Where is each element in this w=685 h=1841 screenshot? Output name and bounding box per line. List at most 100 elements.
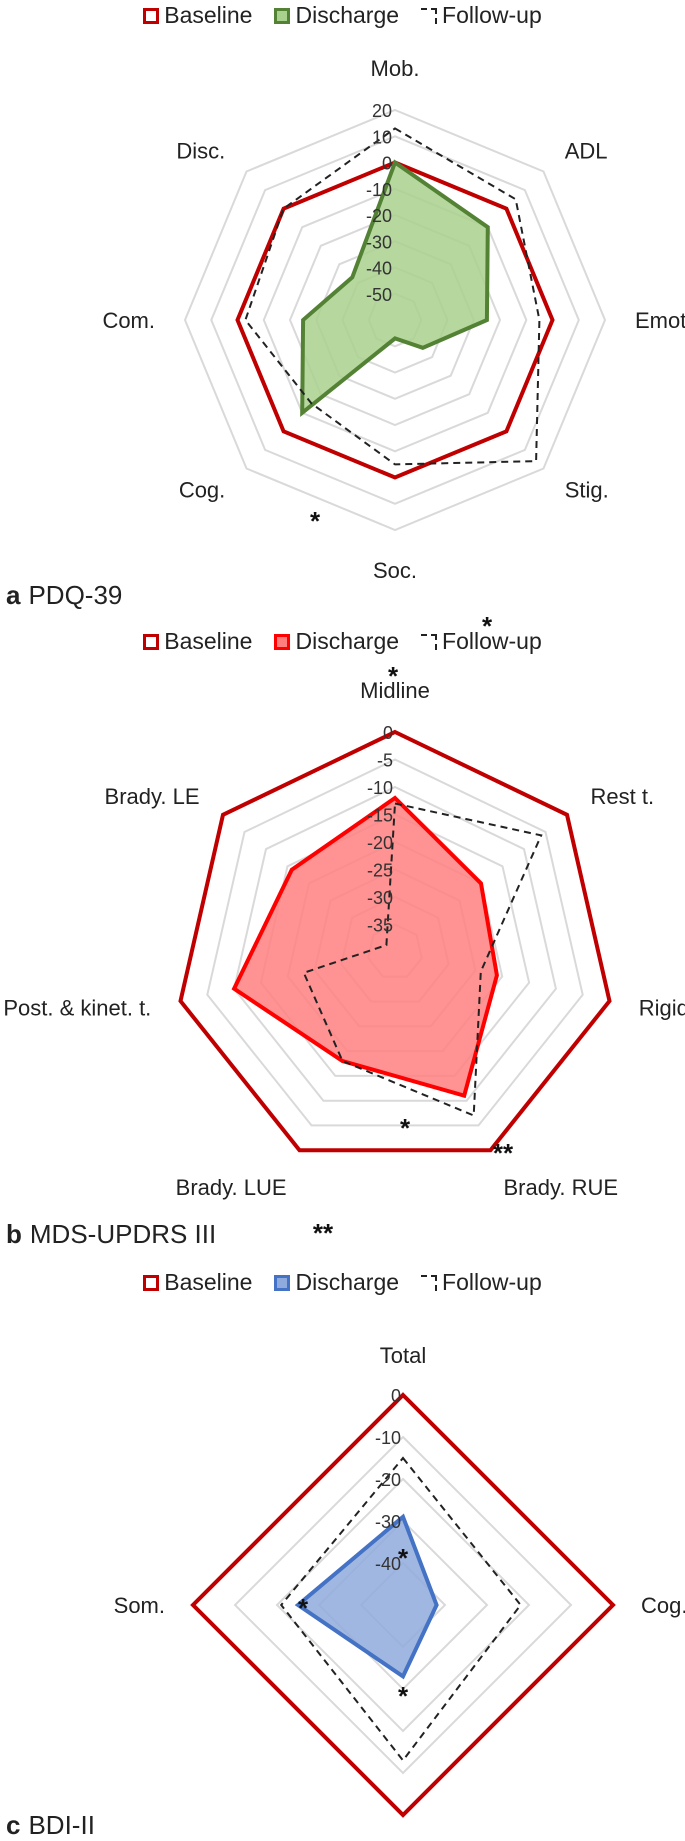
series-baseline xyxy=(235,160,555,480)
chart-title: MDS-UPDRS III xyxy=(29,1219,217,1249)
axis-label: Rigidity xyxy=(639,996,685,1021)
axis-label: Rest t. xyxy=(591,784,655,809)
series-discharge xyxy=(294,1513,439,1680)
chart-title: PDQ-39 xyxy=(28,580,123,610)
legend-discharge: Discharge xyxy=(274,628,399,655)
panel-letter: c xyxy=(6,1810,21,1840)
grid-ring xyxy=(233,785,557,1102)
grid-ring xyxy=(262,187,528,453)
chart-title: BDI-II xyxy=(28,1810,95,1840)
legend-discharge-label: Discharge xyxy=(295,628,400,654)
tick-label: -35 xyxy=(367,916,393,936)
tick-label: -10 xyxy=(366,180,392,200)
significance-mark: * xyxy=(400,1113,411,1143)
tick-label: -40 xyxy=(366,259,392,279)
axis-label: Cog. xyxy=(641,1593,685,1618)
legend-baseline-label: Baseline xyxy=(164,2,253,28)
legend: Baseline Discharge Follow-up xyxy=(0,2,685,29)
tick-label: 20 xyxy=(372,101,392,121)
significance-mark: ** xyxy=(313,1218,334,1248)
legend-baseline-label: Baseline xyxy=(164,1269,253,1295)
grid-ring xyxy=(233,1435,573,1775)
tick-label: 0 xyxy=(382,154,392,174)
panel-letter: a xyxy=(6,580,21,610)
panel-caption: c BDI-II xyxy=(6,1810,95,1841)
radar-chart-mds-updrs: 0 -5 -10 -15 -20 -25 -30 -35 Midline Rest t. Rigid… xyxy=(3,678,685,1248)
axis-label: Soc. xyxy=(373,558,417,583)
axis-label: Post. & kinet. t. xyxy=(3,996,151,1021)
panel-caption: a PDQ-39 xyxy=(6,580,122,611)
axis-label: Mob. xyxy=(371,56,420,81)
legend: Baseline Discharge Follow-up xyxy=(0,628,685,655)
series-baseline xyxy=(178,729,612,1153)
panel-a: Baseline Discharge Follow-up 20 10 0 -10 -20… xyxy=(0,0,685,691)
axis-label: Midline xyxy=(360,678,430,703)
axis-label: Som. xyxy=(114,1593,165,1618)
axis-label: Com. xyxy=(102,308,155,333)
axis-label: Total xyxy=(380,1343,426,1368)
radar-chart-pdq39: 20 10 0 -10 -20 -30 -40 -50 Mob. ADL Emot. Stig. Soc… xyxy=(102,56,685,691)
series-followup xyxy=(279,1456,522,1763)
axis-label: Disc. xyxy=(176,138,225,163)
legend-baseline: Baseline xyxy=(143,628,252,655)
series-discharge xyxy=(300,159,490,417)
panel-caption: b MDS-UPDRS III xyxy=(6,1219,216,1250)
tick-label: -30 xyxy=(375,1512,401,1532)
tick-label: -30 xyxy=(367,888,393,908)
axis-label: Brady. LE xyxy=(105,784,200,809)
tick-label: -5 xyxy=(377,751,393,771)
legend-baseline: Baseline xyxy=(143,2,252,29)
tick-label: 0 xyxy=(383,723,393,743)
followup-swatch xyxy=(421,633,438,650)
axis-label: ADL xyxy=(565,138,608,163)
significance-mark: * xyxy=(388,661,399,691)
discharge-swatch xyxy=(274,7,291,24)
tick-label: -10 xyxy=(375,1428,401,1448)
panel-c: Baseline Discharge Follow-up 0 -10 -20 -30 -… xyxy=(0,1265,685,1841)
legend-discharge-label: Discharge xyxy=(295,1269,400,1295)
tick-label: -20 xyxy=(375,1470,401,1490)
tick-label: -20 xyxy=(366,206,392,226)
tick-label: 10 xyxy=(372,127,392,147)
series-followup xyxy=(302,802,543,1117)
legend-followup-label: Follow-up xyxy=(442,628,542,654)
panel-letter: b xyxy=(6,1219,22,1249)
legend-discharge: Discharge xyxy=(274,2,399,29)
grid-ring xyxy=(206,758,584,1127)
legend-followup: Follow-up xyxy=(421,2,542,29)
tick-label: -15 xyxy=(367,806,393,826)
legend-baseline: Baseline xyxy=(143,1269,252,1296)
significance-mark: * xyxy=(398,1543,409,1573)
tick-label: 0 xyxy=(391,1386,401,1406)
series-baseline xyxy=(190,1392,616,1818)
series-discharge xyxy=(231,795,499,1099)
panel-b: Baseline Discharge Follow-up 0 -5 -10 -15 -2… xyxy=(0,622,685,1262)
axis-label: Brady. LUE xyxy=(176,1175,287,1200)
series-followup xyxy=(244,127,541,466)
tick-label: -50 xyxy=(366,285,392,305)
legend-baseline-label: Baseline xyxy=(164,628,253,654)
tick-label: -40 xyxy=(375,1554,401,1574)
grid-ring xyxy=(210,135,580,505)
discharge-swatch xyxy=(274,633,291,650)
significance-mark: * xyxy=(310,506,321,536)
axis-label: Cog. xyxy=(179,478,225,503)
followup-swatch xyxy=(421,1274,438,1291)
legend: Baseline Discharge Follow-up xyxy=(0,1269,685,1296)
axis-label: Stig. xyxy=(565,478,609,503)
discharge-swatch xyxy=(274,1274,291,1291)
legend-discharge: Discharge xyxy=(274,1269,399,1296)
legend-discharge-label: Discharge xyxy=(295,2,400,28)
baseline-swatch xyxy=(143,1274,160,1291)
significance-mark: * xyxy=(482,611,493,641)
legend-followup-label: Follow-up xyxy=(442,1269,542,1295)
significance-mark: ** xyxy=(493,1138,514,1168)
tick-label: -10 xyxy=(367,778,393,798)
legend-followup: Follow-up xyxy=(421,1269,542,1296)
significance-mark: * xyxy=(398,1681,409,1711)
significance-mark: * xyxy=(298,1593,309,1623)
tick-label: -25 xyxy=(367,861,393,881)
baseline-swatch xyxy=(143,633,160,650)
grid-ring xyxy=(183,108,607,532)
axis-label: Brady. RUE xyxy=(504,1175,619,1200)
